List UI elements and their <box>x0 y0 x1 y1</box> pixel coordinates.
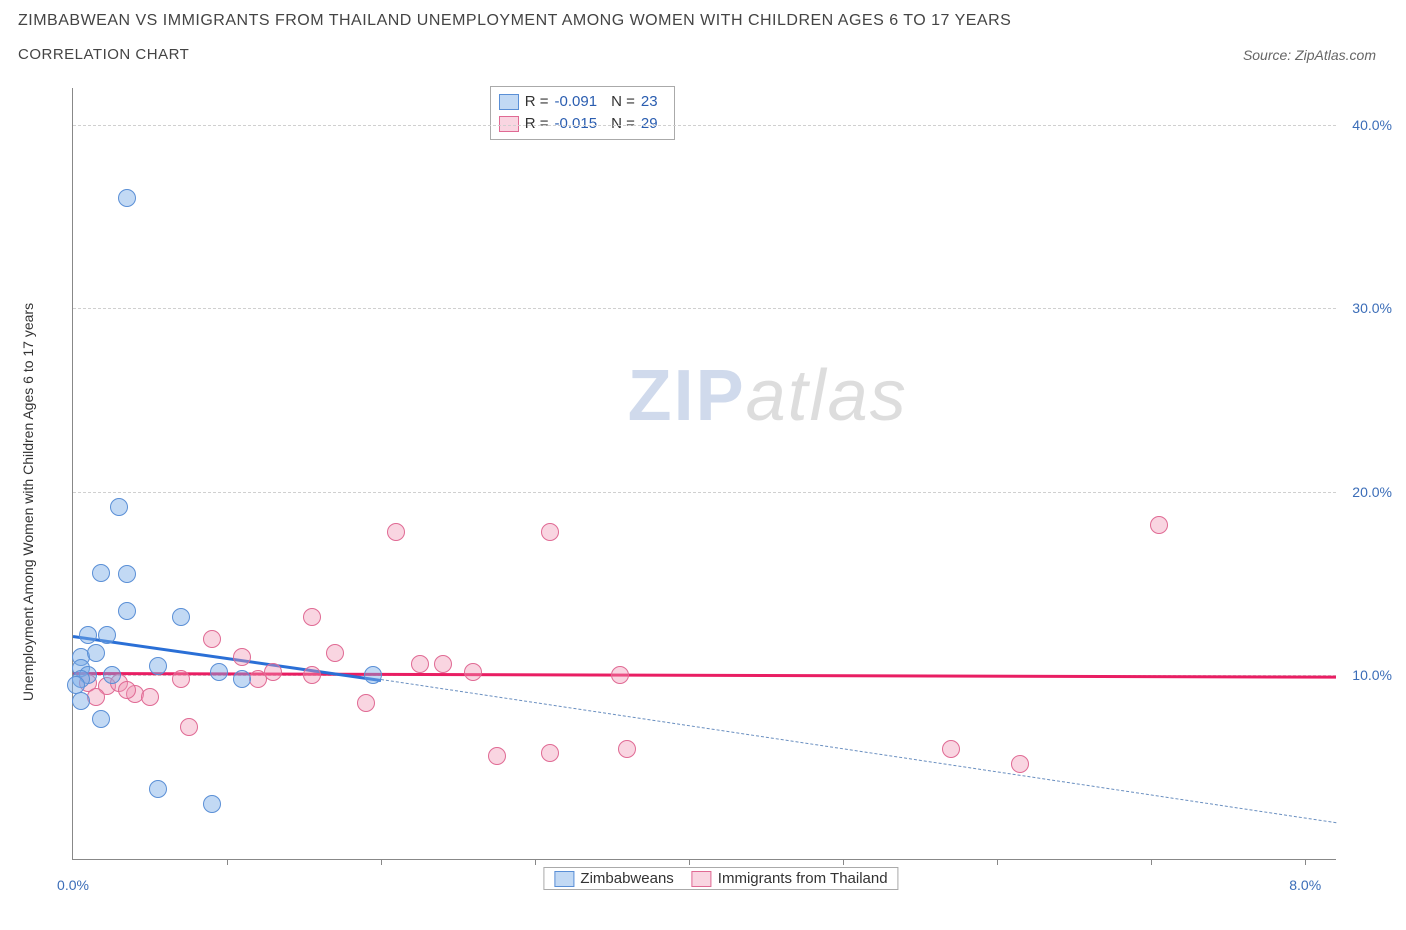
x-tick-label-right: 8.0% <box>1289 877 1321 893</box>
chart-subtitle: CORRELATION CHART <box>18 46 189 63</box>
data-point-thailand <box>172 670 190 688</box>
x-tick <box>689 859 690 865</box>
stats-legend-box: R = -0.091 N = 23 R = -0.015 N = 29 <box>490 86 675 140</box>
data-point-zimbabweans <box>118 602 136 620</box>
data-point-zimbabweans <box>118 189 136 207</box>
data-point-thailand <box>303 666 321 684</box>
source-label: Source: ZipAtlas.com <box>1243 47 1388 63</box>
y-tick-label: 30.0% <box>1342 300 1392 316</box>
x-tick <box>843 859 844 865</box>
data-point-thailand <box>541 744 559 762</box>
data-point-zimbabweans <box>172 608 190 626</box>
data-point-thailand <box>203 630 221 648</box>
x-tick <box>997 859 998 865</box>
data-point-zimbabweans <box>149 657 167 675</box>
trend-line <box>381 679 1336 823</box>
legend-item-zimbabweans: Zimbabweans <box>554 870 673 887</box>
y-tick-label: 20.0% <box>1342 484 1392 500</box>
data-point-zimbabweans <box>149 780 167 798</box>
data-point-thailand <box>118 681 136 699</box>
data-point-thailand <box>303 608 321 626</box>
data-point-thailand <box>611 666 629 684</box>
data-point-thailand <box>387 523 405 541</box>
data-point-thailand <box>180 718 198 736</box>
data-point-thailand <box>618 740 636 758</box>
grid-line <box>73 308 1336 309</box>
data-point-zimbabweans <box>364 666 382 684</box>
data-point-thailand <box>326 644 344 662</box>
x-tick <box>535 859 536 865</box>
data-point-zimbabweans <box>233 670 251 688</box>
data-point-zimbabweans <box>72 692 90 710</box>
data-point-thailand <box>1011 755 1029 773</box>
data-point-thailand <box>357 694 375 712</box>
value-r-zimbabweans: -0.091 <box>555 91 598 113</box>
data-point-zimbabweans <box>92 710 110 728</box>
x-tick <box>1151 859 1152 865</box>
data-point-zimbabweans <box>87 644 105 662</box>
data-point-thailand <box>233 648 251 666</box>
watermark: ZIPatlas <box>628 355 908 437</box>
data-point-thailand <box>434 655 452 673</box>
value-n-zimbabweans: 23 <box>641 91 658 113</box>
swatch-thailand <box>692 871 712 887</box>
data-point-zimbabweans <box>210 663 228 681</box>
watermark-zip: ZIP <box>628 356 746 436</box>
y-tick-label: 40.0% <box>1342 117 1392 133</box>
data-point-zimbabweans <box>203 795 221 813</box>
data-point-thailand <box>87 688 105 706</box>
x-tick-label-left: 0.0% <box>57 877 89 893</box>
data-point-zimbabweans <box>67 676 85 694</box>
data-point-zimbabweans <box>79 626 97 644</box>
y-axis-title: Unemployment Among Women with Children A… <box>20 303 36 701</box>
stats-row-zimbabweans: R = -0.091 N = 23 <box>499 91 666 113</box>
data-point-thailand <box>411 655 429 673</box>
data-point-zimbabweans <box>103 666 121 684</box>
label-r: R = <box>525 91 549 113</box>
data-point-thailand <box>488 747 506 765</box>
grid-line <box>73 492 1336 493</box>
legend-label-zimbabweans: Zimbabweans <box>580 870 673 887</box>
bottom-legend: Zimbabweans Immigrants from Thailand <box>543 867 898 890</box>
data-point-zimbabweans <box>118 565 136 583</box>
x-tick <box>381 859 382 865</box>
data-point-thailand <box>464 663 482 681</box>
data-point-thailand <box>141 688 159 706</box>
chart-title: ZIMBABWEAN VS IMMIGRANTS FROM THAILAND U… <box>18 12 1388 30</box>
swatch-zimbabweans <box>554 871 574 887</box>
watermark-atlas: atlas <box>746 356 908 436</box>
plot-area: ZIPatlas R = -0.091 N = 23 R = -0.015 N … <box>72 88 1336 860</box>
data-point-thailand <box>1150 516 1168 534</box>
legend-item-thailand: Immigrants from Thailand <box>692 870 888 887</box>
x-tick <box>227 859 228 865</box>
label-n: N = <box>611 91 635 113</box>
data-point-zimbabweans <box>110 498 128 516</box>
data-point-zimbabweans <box>92 564 110 582</box>
data-point-thailand <box>541 523 559 541</box>
y-tick-label: 10.0% <box>1342 667 1392 683</box>
chart-container: Unemployment Among Women with Children A… <box>46 88 1396 900</box>
swatch-zimbabweans <box>499 94 519 110</box>
x-tick <box>1305 859 1306 865</box>
data-point-thailand <box>264 663 282 681</box>
legend-label-thailand: Immigrants from Thailand <box>718 870 888 887</box>
grid-line <box>73 125 1336 126</box>
data-point-thailand <box>942 740 960 758</box>
data-point-zimbabweans <box>98 626 116 644</box>
